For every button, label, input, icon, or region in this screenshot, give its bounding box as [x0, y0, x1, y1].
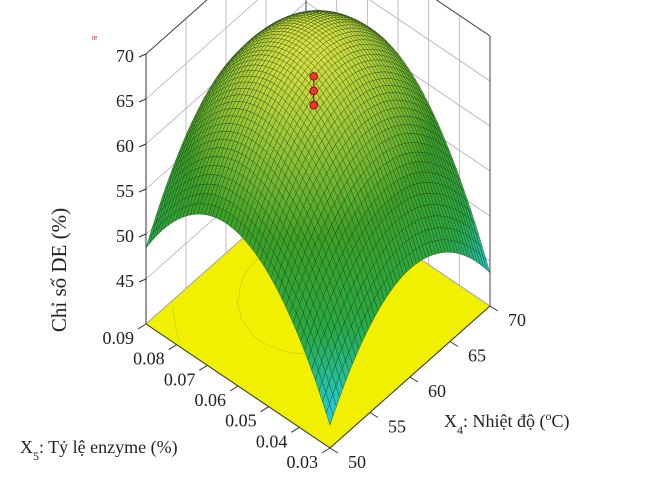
y-tick-label: 0.07	[164, 369, 196, 389]
z-tick-label: 65	[116, 91, 134, 111]
y-tick-label: 0.06	[195, 390, 227, 410]
y-tick	[229, 385, 239, 392]
wall-edge	[145, 0, 491, 55]
y-tick-label: 0.05	[225, 411, 257, 431]
x-tick-label: 70	[508, 310, 526, 330]
z-tick-label: 55	[116, 181, 134, 201]
stray-mark: ie	[92, 35, 98, 42]
y-tick	[260, 406, 269, 413]
z-tick	[138, 233, 147, 238]
y-tick	[137, 323, 147, 330]
x-tick-label: 60	[428, 381, 446, 401]
y-tick-label: 0.04	[256, 431, 288, 451]
y-axis-label: X5: Tỷ lệ enzyme (%)	[20, 437, 178, 463]
floor-contour	[171, 308, 180, 342]
y-tick	[199, 364, 208, 371]
design-points	[309, 72, 318, 110]
y-tick-label: 0.03	[287, 452, 319, 472]
design-point	[309, 86, 318, 96]
z-tick-label: 70	[116, 46, 134, 66]
z-tick	[138, 143, 147, 148]
surface-cell	[326, 403, 334, 426]
y-tick	[168, 344, 177, 351]
design-point	[309, 101, 318, 110]
z-tick	[138, 98, 147, 103]
x-tick	[449, 341, 459, 347]
x-tick	[409, 376, 419, 383]
response-surface	[145, 10, 491, 426]
x-tick-label: 65	[468, 346, 486, 366]
design-point	[309, 72, 318, 81]
chart-axes: 50 55 60 65 70 0.030.040.050.060.070.080.09 45…	[103, 46, 527, 472]
y-tick	[321, 447, 331, 454]
z-tick	[138, 278, 147, 283]
x-tick	[369, 412, 379, 418]
z-axis-label: Chỉ số DE (%)	[47, 208, 71, 332]
x-tick	[329, 447, 339, 454]
x-tick	[489, 305, 499, 312]
z-tick-label: 60	[116, 136, 134, 156]
z-tick	[138, 188, 147, 193]
x-axis-label: X4: Nhiệt độ (oC)	[444, 409, 570, 437]
y-tick	[291, 426, 300, 433]
y-tick-label: 0.08	[133, 349, 165, 369]
z-tick-label: 45	[116, 271, 134, 291]
z-tick-label: 50	[116, 226, 134, 246]
z-tick	[138, 53, 147, 58]
x-tick-label: 50	[348, 452, 366, 472]
y-tick-label: 0.09	[103, 328, 135, 348]
x-tick-label: 55	[388, 417, 406, 437]
